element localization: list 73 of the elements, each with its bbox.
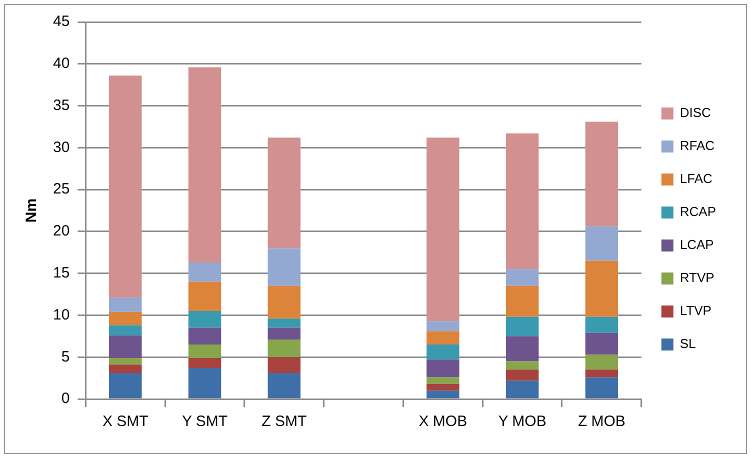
bar <box>506 286 539 317</box>
bar <box>426 331 460 345</box>
y-tick-label: 30 <box>52 138 70 156</box>
bar <box>426 390 460 398</box>
bar <box>109 76 142 298</box>
bar <box>506 361 539 370</box>
bar <box>268 318 301 328</box>
legend-label: LCAP <box>680 237 714 252</box>
bar <box>585 354 618 370</box>
y-tick-label: 10 <box>52 306 70 324</box>
bar <box>506 370 539 381</box>
bar <box>426 321 460 332</box>
bar <box>585 370 618 378</box>
legend-label: SL <box>680 336 696 352</box>
bar <box>506 316 539 336</box>
bar <box>109 325 142 336</box>
bar <box>188 328 222 345</box>
x-tick-label: Y SMT <box>182 413 228 430</box>
y-tick-label: 5 <box>61 348 70 366</box>
y-tick-label: 35 <box>52 96 70 114</box>
bar <box>268 357 301 374</box>
bar <box>188 344 222 358</box>
bar <box>268 138 301 248</box>
bar <box>188 311 222 328</box>
bar <box>109 298 142 312</box>
bar <box>506 269 539 286</box>
x-tick-label: X MOB <box>418 413 468 430</box>
y-tick-label: 15 <box>52 264 70 282</box>
bar <box>426 344 460 360</box>
y-tick-label: 45 <box>52 13 70 30</box>
bar <box>426 377 460 384</box>
legend-label: RCAP <box>680 204 716 220</box>
y-tick-label: 0 <box>61 390 70 408</box>
bar <box>585 122 618 226</box>
x-tick-label: X SMT <box>102 413 148 430</box>
y-tick-label: 40 <box>52 55 70 72</box>
legend-label: DISC <box>680 105 711 120</box>
bar <box>268 286 301 319</box>
bar <box>268 328 301 340</box>
y-axis-title: Nm <box>23 198 40 223</box>
legend-label: RTVP <box>680 270 714 286</box>
bar <box>109 335 142 358</box>
legend-label: LFAC <box>680 171 712 186</box>
bar <box>109 312 142 326</box>
bar <box>268 248 301 286</box>
bar <box>188 67 222 262</box>
legend-label: RFAC <box>680 138 715 154</box>
bar <box>506 336 539 362</box>
bar <box>268 340 301 358</box>
bar <box>109 358 142 365</box>
y-tick-label: 20 <box>52 222 70 240</box>
x-tick-label: Z MOB <box>578 413 626 430</box>
x-tick-label: Z SMT <box>262 413 307 430</box>
bar <box>188 262 222 282</box>
bar <box>585 226 618 261</box>
bar <box>426 360 460 378</box>
bar <box>506 380 539 398</box>
bar <box>188 358 222 368</box>
legend-label: LTVP <box>680 303 712 318</box>
y-tick-label: 25 <box>52 180 70 198</box>
bar <box>585 332 618 355</box>
bar <box>585 316 618 333</box>
bar <box>585 377 618 398</box>
x-tick-label: Y MOB <box>498 413 546 430</box>
bar <box>426 384 460 391</box>
bar <box>426 138 460 322</box>
bar <box>109 364 142 374</box>
bar <box>268 373 301 398</box>
bar <box>188 368 222 398</box>
bar <box>585 260 618 317</box>
bar <box>109 373 142 398</box>
bar <box>506 133 539 270</box>
bar <box>188 282 222 312</box>
